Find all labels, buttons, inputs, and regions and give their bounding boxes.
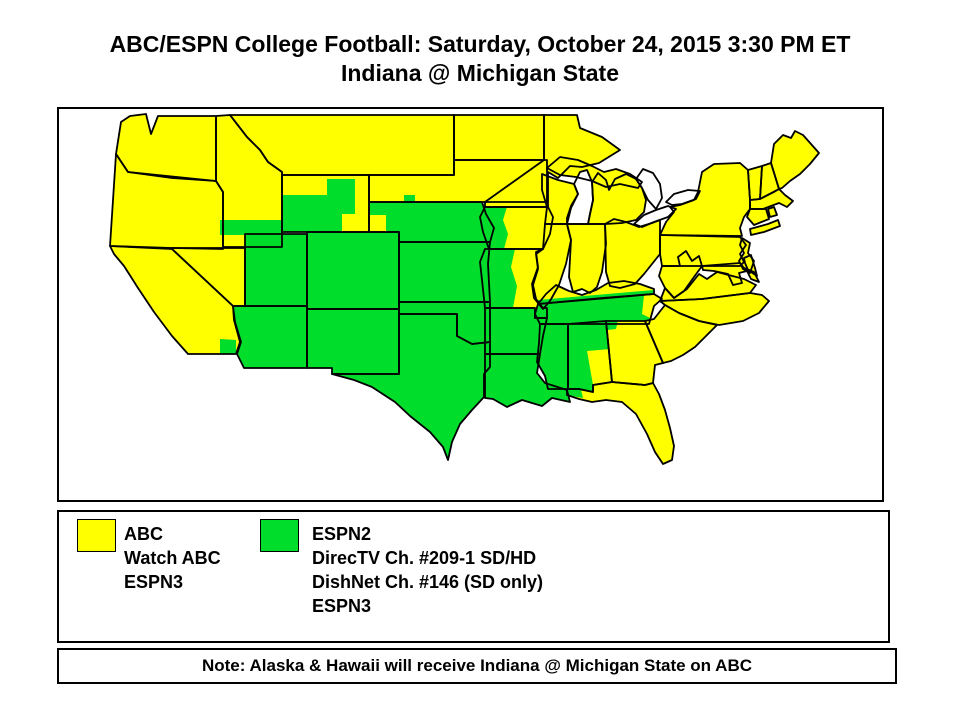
- note-text: Note: Alaska & Hawaii will receive India…: [201, 656, 752, 675]
- lake-ontario: [665, 189, 701, 206]
- state-new-hampshire: [760, 163, 779, 199]
- patch-wyoming-central: [327, 179, 355, 195]
- state-oregon: [110, 154, 223, 249]
- patch-nw-georgia-fringe: [606, 320, 618, 330]
- patch-cheyenne-area: [350, 215, 386, 232]
- state-washington: [115, 113, 217, 182]
- state-oklahoma: [399, 302, 490, 344]
- state-delaware: [744, 255, 757, 276]
- state-new-mexico: [307, 309, 399, 374]
- state-minnesota: [485, 115, 620, 207]
- espn2-legend-line: DirecTV Ch. #209-1 SD/HD: [312, 548, 537, 568]
- abc-legend-column: ABC Watch ABC ESPN3: [124, 522, 221, 594]
- espn2-legend-line: ESPN2: [312, 524, 372, 544]
- state-maryland: [701, 262, 760, 286]
- state-florida: [567, 382, 674, 464]
- state-texas: [331, 313, 491, 461]
- patch-se-california: [220, 339, 236, 354]
- state-kansas: [398, 241, 491, 303]
- state-colorado: [307, 232, 399, 309]
- patch-west-missouri: [480, 249, 517, 308]
- state-kansas: [399, 242, 490, 302]
- state-nebraska: [369, 202, 494, 242]
- long-island: [750, 220, 780, 235]
- state-california: [110, 246, 240, 354]
- state-nevada: [172, 248, 245, 306]
- state-north-carolina: [660, 293, 769, 325]
- espn2-legend-line: ESPN3: [312, 596, 372, 616]
- patch-wyoming-south: [282, 195, 355, 232]
- legend: ABC Watch ABC ESPN3 ESPN2 DirecTV Ch. #2…: [57, 510, 890, 643]
- state-north-dakota: [454, 115, 544, 160]
- state-south-carolina: [645, 305, 717, 363]
- state-georgia: [606, 321, 663, 385]
- espn2-legend-column: ESPN2 DirecTV Ch. #209-1 SD/HD DishNet C…: [312, 522, 543, 618]
- state-michigan-up: [546, 156, 643, 189]
- state-new-york: [660, 163, 750, 236]
- state-arkansas: [485, 308, 547, 354]
- state-pennsylvania: [660, 235, 746, 266]
- state-tennessee: [535, 294, 662, 324]
- patch-se-alabama: [587, 349, 612, 385]
- long-island: [749, 219, 781, 236]
- state-louisiana: [484, 353, 571, 408]
- title-line1: ABC/ESPN College Football: Saturday, Oct…: [109, 31, 851, 57]
- state-mississippi: [537, 324, 568, 389]
- state-louisiana: [485, 354, 570, 407]
- abc-legend-line: ABC: [124, 524, 163, 544]
- state-maine: [771, 131, 819, 189]
- coverage-map: [57, 107, 884, 502]
- state-idaho: [216, 115, 282, 247]
- state-ohio: [604, 218, 661, 289]
- state-vermont: [748, 166, 762, 200]
- patch-sd-nebraska-spot: [404, 195, 415, 202]
- state-montana: [230, 115, 454, 175]
- abc-legend-line: ESPN3: [124, 572, 184, 592]
- abc-color-swatch: [77, 519, 116, 552]
- state-maine: [770, 130, 820, 190]
- state-indiana: [567, 224, 606, 293]
- espn2-color-swatch: [260, 519, 299, 552]
- state-minnesota: [484, 114, 621, 208]
- state-ohio: [605, 219, 660, 288]
- patch-east-tennessee: [642, 294, 662, 318]
- state-florida: [566, 381, 675, 465]
- state-utah: [245, 234, 307, 306]
- us-coverage-map-svg: [109, 113, 820, 465]
- abc-legend-line: Watch ABC: [124, 548, 221, 568]
- state-wisconsin: [541, 173, 579, 225]
- page-title: ABC/ESPN College Football: Saturday, Oct…: [0, 30, 960, 88]
- state-arizona: [233, 306, 307, 368]
- title-line2: Indiana @ Michigan State: [340, 60, 620, 86]
- state-michigan-lp: [587, 172, 647, 225]
- state-rhode-island: [767, 206, 778, 218]
- state-new-york: [659, 162, 751, 237]
- patch-se-idaho-ne-nevada: [220, 220, 282, 235]
- state-connecticut: [746, 208, 770, 226]
- state-texas: [332, 314, 490, 460]
- note-box: Note: Alaska & Hawaii will receive India…: [57, 648, 897, 684]
- state-washington: [116, 114, 216, 181]
- espn2-legend-line: DishNet Ch. #146 (SD only): [312, 572, 544, 592]
- state-illinois: [532, 224, 571, 309]
